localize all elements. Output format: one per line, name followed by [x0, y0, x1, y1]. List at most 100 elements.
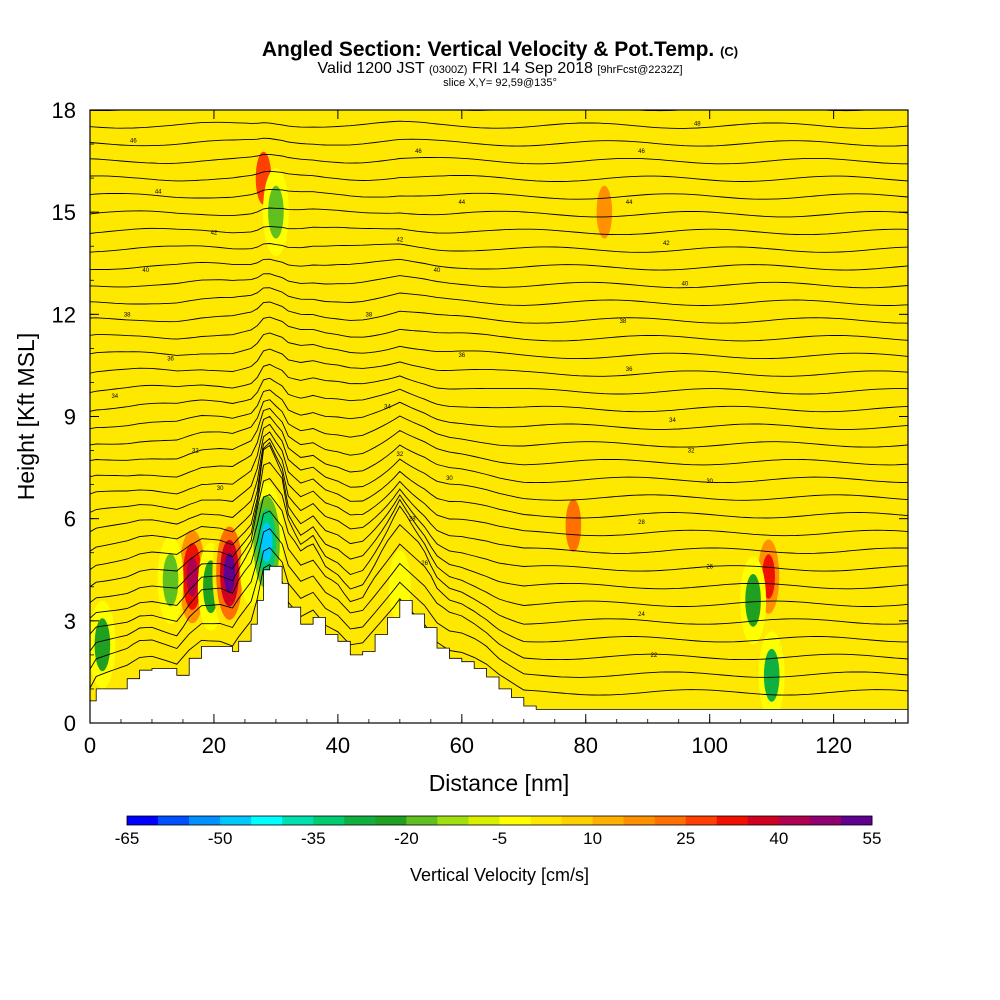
- isentrope-label: 38: [124, 312, 131, 318]
- isentrope-label: 34: [384, 404, 391, 410]
- isentrope-line: [90, 478, 908, 607]
- colorbar-label: Vertical Velocity [cm/s]: [410, 865, 589, 885]
- colorbar-swatch: [158, 816, 190, 825]
- colorbar-tick-label: 40: [769, 829, 788, 848]
- plot-area: [90, 110, 908, 723]
- plot-background: [90, 110, 908, 723]
- terrain: [90, 565, 908, 723]
- isentrope-line: [90, 348, 908, 377]
- isentrope-label: 38: [366, 312, 373, 318]
- valid-zulu: (0300Z): [428, 64, 468, 76]
- isentrope-line: [90, 528, 908, 661]
- velocity-cell: [90, 600, 116, 689]
- chart-valid-time: Valid 1200 JST (0300Z) FRI 14 Sep 2018 […: [0, 60, 1000, 78]
- forecast-label: [9hrFcst@2232Z]: [597, 64, 683, 76]
- isentrope-line: [90, 316, 908, 342]
- chart-title: Angled Section: Vertical Velocity & Pot.…: [0, 38, 1000, 62]
- colorbar-swatch: [344, 816, 376, 825]
- isentrope-line: [90, 389, 908, 430]
- isentrope-line: [90, 399, 908, 448]
- isentrope-label: 42: [211, 231, 218, 237]
- chart-slice-info: slice X,Y= 92,59@135°: [443, 77, 557, 89]
- isentrope-line: [90, 431, 908, 519]
- isentrope-line: [90, 547, 908, 678]
- y-tick-label: 6: [64, 507, 76, 532]
- valid-date: FRI 14 Sep 2018: [471, 60, 593, 77]
- colorbar-frame: [126, 815, 873, 826]
- colorbar-tick-label: 55: [863, 829, 882, 848]
- velocity-cell: [262, 168, 289, 257]
- isentrope-line: [90, 258, 908, 271]
- x-axis-label: Distance [nm]: [429, 770, 570, 796]
- velocity-band: [268, 185, 284, 239]
- isentrope-line: [90, 301, 908, 324]
- isentrope-line: [90, 363, 908, 395]
- colorbar-swatch: [189, 816, 221, 825]
- isentrope-line: [90, 493, 908, 625]
- isentrope-label: 40: [434, 268, 441, 274]
- colorbar-tick-label: 25: [676, 829, 695, 848]
- isentrope-line: [90, 120, 908, 129]
- colorbar: -65 -50 -35 -20 -5 10 25 40 55 Vertical Velocity …: [115, 815, 882, 885]
- isentrope-line: [90, 407, 908, 466]
- isentrope-line: [90, 273, 908, 289]
- colorbar-swatch: [716, 816, 749, 825]
- colorbar-swatch: [499, 816, 531, 825]
- velocity-band: [835, 584, 858, 657]
- isentrope-line: [90, 207, 908, 218]
- isentrope-label: 44: [458, 200, 465, 206]
- colorbar-swatch: [127, 816, 159, 825]
- isentrope-label: 30: [706, 479, 713, 485]
- isentrope-label: 28: [638, 520, 645, 526]
- velocity-band: [745, 574, 761, 627]
- colorbar-tick-label: -35: [301, 829, 326, 848]
- velocity-band: [565, 499, 582, 552]
- isentrope-line: [90, 188, 908, 200]
- chart-title-text: Angled Section: Vertical Velocity & Pot.…: [261, 38, 715, 61]
- isentrope-line: [90, 137, 908, 147]
- velocity-field: [90, 134, 858, 720]
- valid-label: Valid 1200 JST: [317, 60, 425, 77]
- isentropes: 46 46 46 48 44 44 44 42 42 42 40 40 40 38 38 38 36 36 36 34…: [90, 110, 908, 696]
- colorbar-swatch: [251, 816, 283, 825]
- isentrope-line: [90, 564, 908, 696]
- velocity-cell: [591, 168, 618, 257]
- isentrope-label: 46: [415, 149, 422, 155]
- isentrope-label: 26: [421, 561, 428, 567]
- isentrope-label: 42: [397, 237, 404, 243]
- colorbar-swatch: [654, 816, 687, 825]
- colorbar-swatch: [406, 816, 438, 825]
- isentrope-line: [90, 437, 908, 537]
- y-tick-label: 12: [52, 302, 76, 327]
- terrain-mask: [90, 565, 908, 723]
- y-tick-label: 18: [52, 98, 76, 123]
- colorbar-tick-label: -50: [208, 829, 233, 848]
- isentrope-label: 46: [130, 139, 137, 145]
- x-tick-label: 100: [691, 733, 728, 758]
- isentrope-label: 40: [682, 282, 689, 288]
- velocity-cell: [157, 535, 184, 624]
- isentrope-label: 32: [688, 449, 695, 455]
- colorbar-tick-label: -65: [115, 829, 140, 848]
- isentrope-label: 36: [458, 353, 465, 359]
- chart-title-unit: (C): [720, 44, 739, 59]
- velocity-band: [763, 648, 780, 702]
- colorbar-tick-label: -20: [394, 829, 419, 848]
- isentrope-line: [90, 423, 908, 501]
- isentrope-label: 48: [694, 122, 701, 128]
- isentrope-line: [90, 377, 908, 413]
- isentrope-label: 44: [155, 190, 162, 196]
- colorbar-swatch: [778, 816, 811, 825]
- y-tick-label: 15: [52, 200, 76, 225]
- isentrope-label: 22: [651, 653, 658, 659]
- isentrope-line: [90, 415, 908, 484]
- isentrope-label: 38: [620, 319, 627, 325]
- x-tick-label: 40: [326, 733, 350, 758]
- velocity-cell: [835, 584, 858, 657]
- isentrope-label: 40: [142, 268, 149, 274]
- x-tick-label: 60: [450, 733, 474, 758]
- colorbar-swatch: [747, 816, 780, 825]
- colorbar-swatch: [437, 816, 469, 825]
